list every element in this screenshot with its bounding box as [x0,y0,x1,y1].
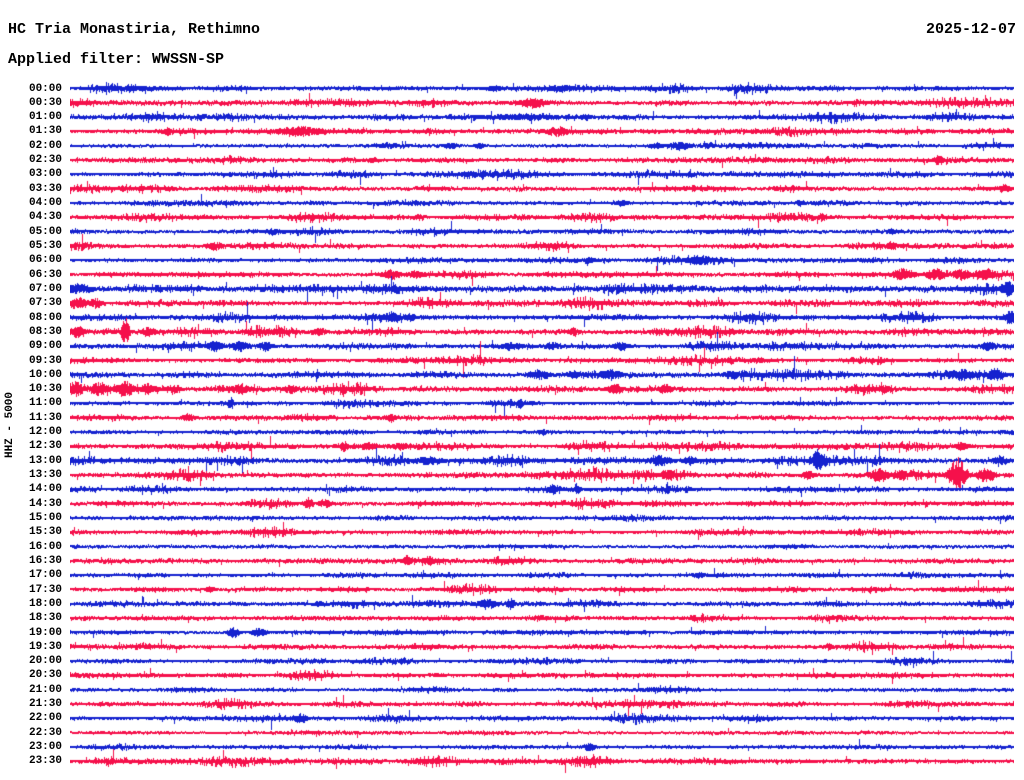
row-time-label: 05:30 [28,239,62,252]
row-time-label: 17:30 [28,583,62,596]
row-time-label: 12:30 [28,440,62,453]
row-time-label: 20:30 [28,669,62,682]
row-time-label: 15:30 [28,526,62,539]
row-time-label: 03:00 [28,168,62,181]
row-time-label: 23:00 [28,741,62,754]
row-time-label: 08:00 [28,311,62,324]
row-time-label: 20:00 [28,655,62,668]
row-time-label: 09:30 [28,354,62,367]
row-time-label: 18:30 [28,612,62,625]
row-time-label: 00:30 [28,96,62,109]
row-time-label: 14:30 [28,497,62,510]
row-time-label: 07:30 [28,297,62,310]
row-time-label: 21:30 [28,698,62,711]
row-time-label: 02:00 [28,139,62,152]
row-time-label: 09:00 [28,340,62,353]
row-time-label: 10:30 [28,383,62,396]
row-time-label: 06:00 [28,254,62,267]
row-time-label: 23:30 [28,755,62,768]
row-time-label: 15:00 [28,511,62,524]
row-time-label: 02:30 [28,154,62,167]
record-date: 2025-12-07 [925,21,1016,38]
row-time-label: 11:00 [28,397,62,410]
row-time-label: 17:00 [28,569,62,582]
row-time-label: 01:00 [28,111,62,124]
applied-filter-label: Applied filter: WWSSN-SP [8,51,225,68]
row-time-label: 16:00 [28,540,62,553]
row-time-label: 13:00 [28,454,62,467]
row-time-label: 06:30 [28,268,62,281]
station-title: HC Tria Monastiria, Rethimno [8,21,261,38]
row-time-label: 21:00 [28,683,62,696]
row-time-label: 05:00 [28,225,62,238]
row-time-label: 10:00 [28,368,62,381]
row-time-label: 07:00 [28,282,62,295]
row-time-label: 19:00 [28,626,62,639]
row-time-label: 03:30 [28,182,62,195]
row-time-label: 11:30 [28,411,62,424]
row-time-label: 16:30 [28,554,62,567]
time-axis: 00:00 00:30 01:00 01:30 02:00 02:30 03:00 03:30… [0,0,62,780]
row-time-label: 00:00 [28,82,62,95]
row-time-label: 12:00 [28,426,62,439]
seismogram-traces [70,80,1014,780]
row-time-label: 13:30 [28,469,62,482]
row-time-label: 22:00 [28,712,62,725]
row-time-label: 04:00 [28,197,62,210]
row-time-label: 18:00 [28,597,62,610]
row-time-label: 01:30 [28,125,62,138]
row-time-label: 22:30 [28,726,62,739]
row-time-label: 19:30 [28,640,62,653]
row-time-label: 14:00 [28,483,62,496]
row-time-label: 08:30 [28,325,62,338]
row-time-label: 04:30 [28,211,62,224]
